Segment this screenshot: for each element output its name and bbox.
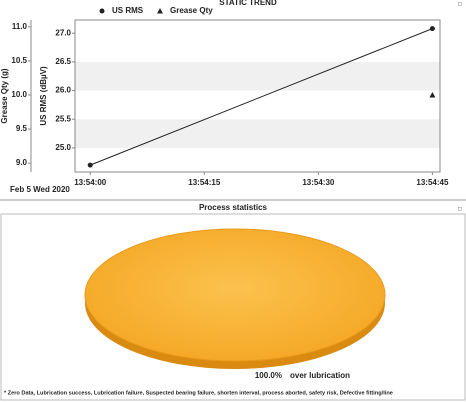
panel-icon[interactable]: □ [458, 2, 462, 8]
plot-frame [74, 19, 441, 173]
y2-tick-label: 25.0 [55, 143, 71, 152]
grid-band [75, 61, 440, 91]
x-tick-label: 13:54:00 [74, 178, 107, 187]
y2-tick-label: 25.5 [55, 114, 71, 123]
legend-label: Grease Qty [170, 6, 213, 15]
y-tick-label: 10.0 [11, 90, 27, 99]
y2-tick-label: 27.0 [55, 28, 71, 37]
x-tick-label: 13:54:45 [416, 178, 449, 187]
panel-icon[interactable]: □ [458, 207, 462, 213]
data-point [87, 162, 93, 168]
legend-marker [157, 8, 163, 14]
chart-title: Process statistics [199, 203, 268, 212]
pie-panel-frame [0, 213, 466, 401]
y2-axis-title: US RMS (dBµV) [39, 66, 48, 126]
y-tick-label: 10.5 [11, 56, 27, 65]
legend-label: US RMS [112, 6, 144, 15]
pie-value-label: 100.0% [255, 371, 282, 380]
pie-slice [84, 228, 386, 362]
y-tick-label: 11.0 [12, 22, 28, 31]
y2-tick-label: 26.5 [55, 57, 71, 66]
data-point [429, 26, 435, 32]
series-line [90, 28, 433, 166]
x-tick-label: 13:54:15 [188, 178, 221, 187]
y2-tick-label: 26.0 [55, 86, 71, 95]
y-axis-title: Grease Qty (g) [0, 68, 9, 123]
x-axis-title: Feb 5 Wed 2020 [10, 185, 70, 194]
y-tick-label: 9.5 [16, 124, 28, 133]
footnote: * Zero Data, Lubrication success, Lubric… [4, 390, 393, 396]
data-point [429, 91, 436, 98]
grid-band [75, 119, 440, 148]
y-tick-label: 9.0 [16, 158, 28, 167]
pie-category-label: over lubrication [290, 371, 350, 380]
legend-marker [99, 8, 105, 14]
x-tick-label: 13:54:30 [302, 178, 335, 187]
chart-title: STATIC TREND [219, 0, 277, 7]
